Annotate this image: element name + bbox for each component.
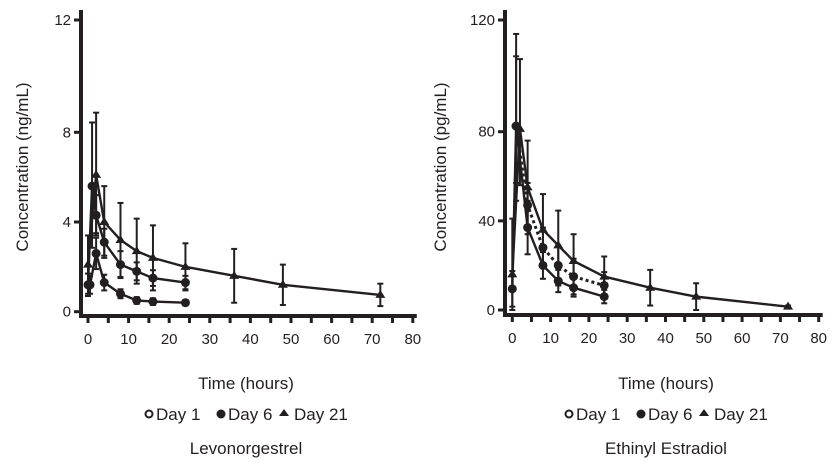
x-tick-label: 80 <box>404 331 421 348</box>
data-point <box>180 298 190 308</box>
legend: Day 1 Day 6 Day 21 <box>144 405 348 424</box>
chart-title: Levonorgestrel <box>190 439 302 458</box>
legend-label-day-6: Day 6 <box>648 405 692 424</box>
data-point <box>537 224 548 233</box>
data-point <box>131 246 142 255</box>
x-tick-label: 0 <box>84 331 92 348</box>
data-point <box>91 248 101 258</box>
y-axis-label: Concentration (ng/mL) <box>13 82 32 251</box>
data-point <box>115 234 126 243</box>
x-tick-label: 10 <box>120 331 137 348</box>
y-tick-label: 0 <box>63 304 71 321</box>
legend-marker-day-1 <box>564 409 574 419</box>
y-axis-label: Concentration (pg/mL) <box>431 82 450 251</box>
series-line <box>511 128 789 308</box>
legend-label-day-1: Day 1 <box>156 405 200 424</box>
data-point <box>553 240 564 249</box>
x-tick-label: 80 <box>810 330 827 347</box>
x-tick-label: 30 <box>201 331 218 348</box>
x-tick-label: 0 <box>508 330 516 347</box>
chart-title: Ethinyl Estradiol <box>605 439 727 458</box>
y-tick-label: 80 <box>478 124 495 141</box>
data-point <box>115 289 125 299</box>
data-point <box>522 182 533 191</box>
legend-marker-day-6 <box>216 409 226 419</box>
data-point <box>514 123 525 132</box>
series-day-21 <box>83 111 386 308</box>
legend: Day 1 Day 6 Day 21 <box>564 405 768 424</box>
y-tick-label: 4 <box>63 214 71 231</box>
x-tick-label: 20 <box>161 331 178 348</box>
data-point <box>691 291 702 300</box>
data-point <box>83 259 93 268</box>
data-point <box>507 269 518 278</box>
data-point <box>180 261 191 270</box>
x-axis-label: Time (hours) <box>618 374 714 393</box>
data-point <box>147 252 158 261</box>
y-tick-label: 40 <box>478 213 495 230</box>
x-tick-label: 20 <box>581 330 598 347</box>
x-tick-label: 70 <box>364 331 381 348</box>
y-tick-label: 8 <box>63 124 71 141</box>
data-point <box>599 271 610 280</box>
x-tick-label: 70 <box>772 330 789 347</box>
y-tick-label: 12 <box>54 12 71 29</box>
x-axis-label: Time (hours) <box>198 374 294 393</box>
data-point <box>99 278 109 288</box>
legend-marker-day-1 <box>144 409 154 419</box>
data-point <box>783 301 794 310</box>
ethinyl-estradiol-chart: Concentration (pg/mL) Time (hours) Day 1… <box>431 10 827 458</box>
legend-marker-day-21 <box>279 409 289 416</box>
data-point <box>132 295 142 305</box>
data-point <box>568 255 579 264</box>
data-point <box>375 289 386 298</box>
x-tick-label: 50 <box>695 330 712 347</box>
legend-label-day-21: Day 21 <box>294 405 348 424</box>
data-point <box>91 169 102 178</box>
legend-label-day-21: Day 21 <box>714 405 768 424</box>
series-day-1 <box>511 32 609 300</box>
legend-marker-day-21 <box>699 409 709 416</box>
y-tick-label: 0 <box>487 302 495 319</box>
x-tick-label: 10 <box>542 330 559 347</box>
data-point <box>645 282 656 291</box>
x-tick-label: 60 <box>734 330 751 347</box>
x-tick-label: 40 <box>657 330 674 347</box>
data-point <box>99 217 110 225</box>
levonorgestrel-chart: Concentration (ng/mL) Time (hours) Day 1… <box>13 10 421 458</box>
data-point <box>148 297 158 307</box>
x-tick-label: 50 <box>283 331 300 348</box>
x-tick-label: 40 <box>242 331 259 348</box>
y-tick-label: 120 <box>470 12 495 29</box>
data-point <box>277 279 288 288</box>
data-point <box>229 270 240 279</box>
series-line <box>514 125 605 287</box>
series-day-21 <box>507 58 794 311</box>
legend-label-day-6: Day 6 <box>228 405 272 424</box>
legend-marker-day-6 <box>636 409 646 419</box>
legend-label-day-1: Day 1 <box>576 405 620 424</box>
x-tick-label: 30 <box>619 330 636 347</box>
series-line <box>86 174 381 297</box>
x-tick-label: 60 <box>323 331 340 348</box>
